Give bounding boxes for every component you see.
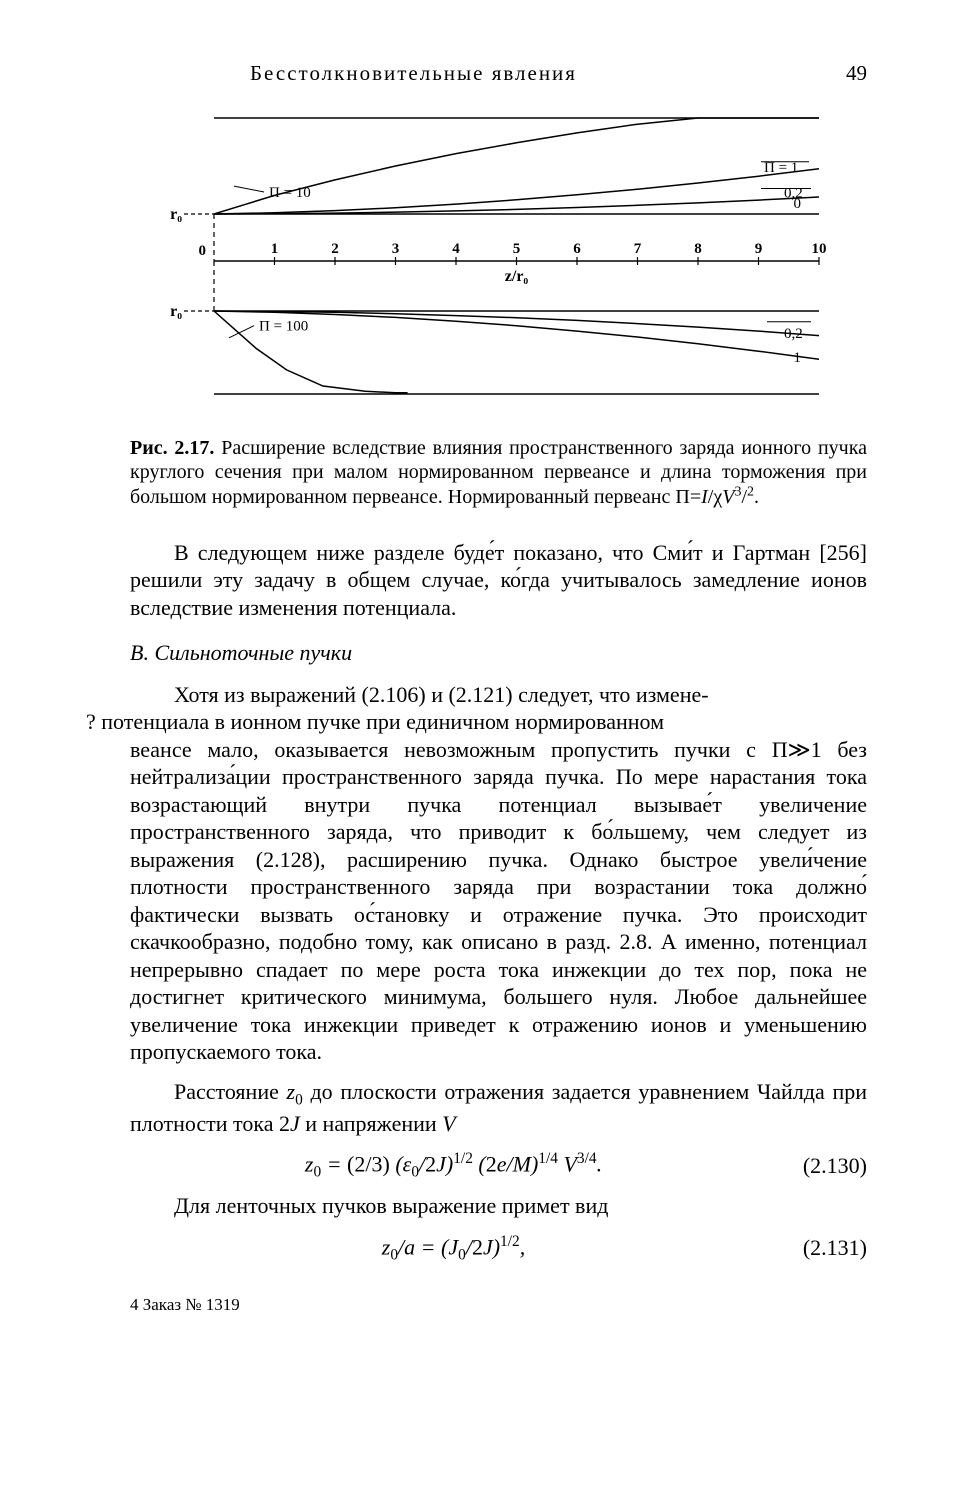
paragraph-z0: Расстояние z0 до плоскости отражения зад… — [130, 1078, 867, 1137]
page-number: 49 — [846, 60, 867, 86]
svg-text:0: 0 — [793, 196, 801, 212]
svg-text:0,2: 0,2 — [784, 326, 803, 342]
svg-text:10: 10 — [811, 241, 826, 257]
paragraph-ribbon: Для ленточных пучков выражение примет ви… — [130, 1192, 867, 1220]
equation-2-131-body: z0/a = (J0/2J)1/2, — [130, 1232, 777, 1265]
print-footer: 4 Заказ № 1319 — [130, 1294, 867, 1315]
paragraph-b1-cont: веансе мало, оказывается невозможным про… — [130, 736, 867, 1066]
svg-text:3: 3 — [391, 241, 399, 257]
svg-text:2: 2 — [331, 241, 339, 257]
running-title: Бесстолкновительные явления — [250, 60, 577, 86]
svg-text:9: 9 — [754, 241, 762, 257]
svg-text:П = 1: П = 1 — [764, 160, 798, 176]
svg-text:r₀: r₀ — [170, 206, 182, 223]
svg-text:4: 4 — [452, 241, 460, 257]
svg-text:z/r₀: z/r₀ — [504, 268, 528, 285]
equation-2-131: z0/a = (J0/2J)1/2, (2.131) — [130, 1232, 867, 1265]
paragraph-b1: Хотя из выражений (2.106) и (2.121) след… — [130, 681, 867, 736]
equation-2-130-body: z0 = (2/3) (ε0/2J)1/2 (2e/M)1/4 V3/4. — [130, 1149, 777, 1182]
caption-label: Рис. 2.17. — [130, 437, 214, 459]
svg-text:1: 1 — [270, 241, 278, 257]
svg-text:П = 100: П = 100 — [259, 319, 308, 335]
figure-caption: Рис. 2.17. Расширение вследствие влияния… — [130, 436, 867, 509]
page-header: Бесстолкновительные явления 49 — [130, 60, 867, 86]
equation-2-131-number: (2.131) — [777, 1234, 867, 1262]
figure-svg: 12345678910z/r₀0r₀r₀П = 10,20П = 100,21П… — [169, 106, 829, 406]
svg-text:r₀: r₀ — [170, 303, 182, 320]
svg-text:5: 5 — [512, 241, 520, 257]
svg-text:П = 10: П = 10 — [269, 185, 311, 201]
svg-text:0: 0 — [198, 243, 206, 259]
svg-text:6: 6 — [573, 241, 581, 257]
svg-text:1: 1 — [793, 350, 801, 366]
svg-text:7: 7 — [633, 241, 641, 257]
section-b-heading: В. Сильноточные пучки — [130, 639, 867, 667]
paragraph-intro: В следующем ниже разделе буде́т показано… — [130, 539, 867, 622]
equation-2-130-number: (2.130) — [777, 1152, 867, 1180]
equation-2-130: z0 = (2/3) (ε0/2J)1/2 (2e/M)1/4 V3/4. (2… — [130, 1149, 867, 1182]
figure-2-17: 12345678910z/r₀0r₀r₀П = 10,20П = 100,21П… — [169, 106, 829, 406]
svg-text:8: 8 — [694, 241, 702, 257]
caption-text: Расширение вследствие влияния пространст… — [130, 437, 867, 508]
